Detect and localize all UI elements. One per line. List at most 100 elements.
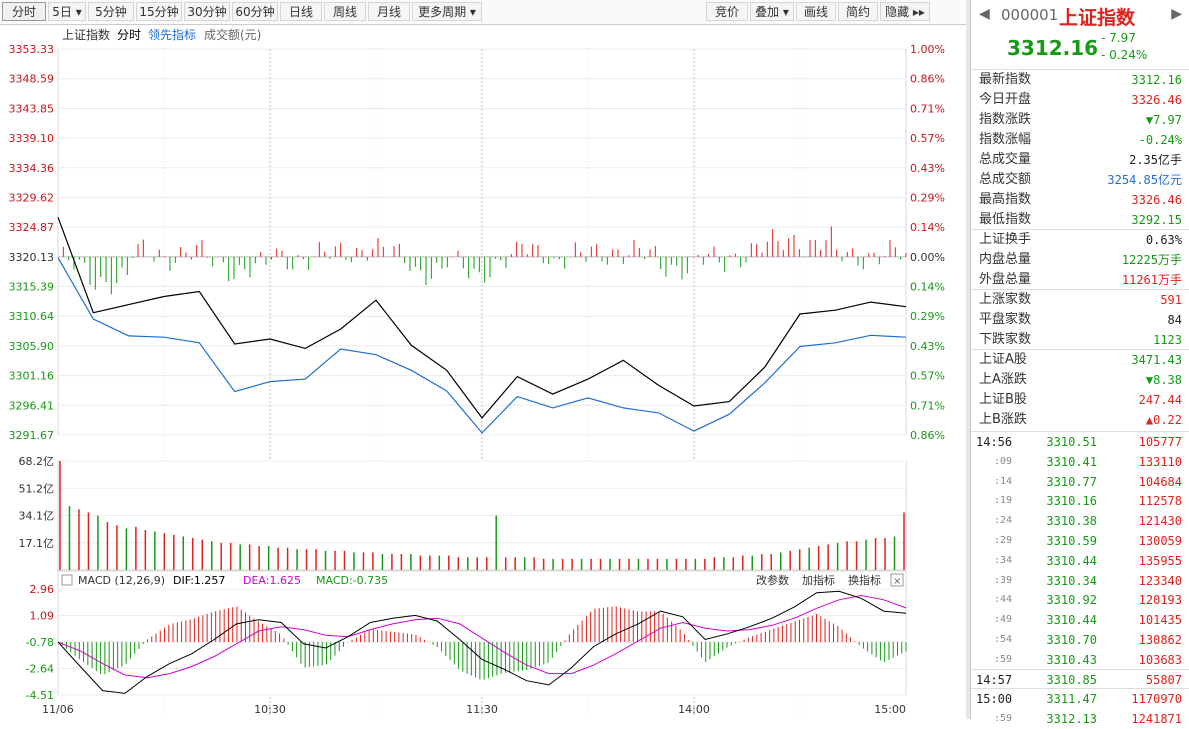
pct-axis-label: 0.86%: [910, 429, 945, 442]
stats-separator: [971, 431, 1189, 432]
prev-arrow-icon[interactable]: ◀: [979, 6, 990, 22]
period-btn-4[interactable]: 30分钟: [184, 2, 230, 21]
lead-indicator-line: [57, 257, 907, 434]
price-line: [57, 216, 907, 419]
tick-row: :39 3310.34 123340: [971, 571, 1189, 591]
stat-label: 内盘总量: [979, 252, 1032, 267]
dea-line: [57, 594, 907, 679]
stat-label: 上A涨跌: [979, 372, 1027, 387]
tool-btn-3[interactable]: 简约: [838, 2, 878, 21]
stat-value: 0.63%: [1145, 233, 1182, 247]
stat-value: 247.44: [1138, 393, 1182, 407]
period-btn-9[interactable]: 更多周期 ▾: [412, 2, 482, 21]
price-change: - 7.97: [1101, 31, 1136, 45]
panel-collapse-bar[interactable]: [966, 0, 970, 719]
period-btn-8[interactable]: 月线: [368, 2, 410, 21]
stat-row: 上证B股 247.44: [971, 390, 1189, 410]
stat-value: ▼8.38: [1145, 373, 1182, 387]
tick-time: :44: [993, 594, 1012, 606]
tick-volume: 133110: [1138, 454, 1182, 469]
pct-axis-label: 0.71%: [910, 102, 945, 115]
macd-axis-label: -2.64: [26, 663, 54, 676]
stat-row: 指数涨幅 -0.24%: [971, 130, 1189, 150]
stat-row: 内盘总量 12225万手: [971, 250, 1189, 270]
period-toolbar: 分时 5日 ▾ 5分钟 15分钟 30分钟 60分钟 日线 周线 月线 更多周期 ▾ 竞价 叠加 ▾ 画…: [0, 0, 966, 25]
tick-volume: 112578: [1138, 494, 1182, 509]
period-btn-2[interactable]: 5分钟: [88, 2, 134, 21]
tick-volume: 104684: [1138, 474, 1182, 489]
volume-axis-label: 51.2亿: [19, 482, 55, 495]
macd-close-icon: [890, 573, 904, 587]
stats-separator: [971, 349, 1189, 350]
tick-volume: 55807: [1145, 672, 1182, 687]
legend-lead: 领先指标: [148, 27, 196, 42]
tick-price: 3310.38: [1046, 514, 1097, 529]
stat-row: 最新指数 3312.16: [971, 70, 1189, 90]
macd-btn-swap: 换指标: [848, 573, 881, 587]
stat-row: 下跌家数 1123: [971, 330, 1189, 350]
macd-value: MACD:-0.735: [316, 574, 388, 587]
period-btn-5[interactable]: 60分钟: [232, 2, 278, 21]
pct-axis-label: 0.14%: [910, 281, 945, 294]
price-axis-label: 3296.41: [9, 399, 55, 412]
time-axis-label: 11/06: [42, 703, 74, 716]
price-axis-label: 3353.33: [9, 43, 55, 56]
tick-time: 14:57: [976, 672, 1013, 687]
stat-value: 3326.46: [1131, 193, 1182, 207]
tool-btn-2[interactable]: 画线: [796, 2, 836, 21]
quote-panel: ◀ 000001 上证指数 ▶ 3312.16 - 7.97 - 0.24% 最…: [970, 0, 1189, 726]
next-arrow-icon[interactable]: ▶: [1171, 6, 1182, 22]
pct-axis-label: 0.43%: [910, 162, 945, 175]
macd-close-icon-glyph: ×: [893, 576, 901, 587]
stat-label: 上涨家数: [979, 292, 1032, 307]
tick-row: :59 3312.13 1241871: [971, 709, 1189, 729]
stat-value: 1123: [1153, 333, 1182, 347]
price-axis-label: 3329.62: [9, 191, 55, 204]
dif-line: [57, 590, 907, 694]
tick-price: 3310.77: [1046, 474, 1097, 489]
pct-axis-label: 0.71%: [910, 399, 945, 412]
tick-row: 15:00 3311.47 1170970: [971, 689, 1189, 709]
tick-time: :09: [993, 455, 1012, 467]
tick-time: :49: [993, 614, 1012, 626]
period-btn-3[interactable]: 15分钟: [136, 2, 182, 21]
price-axis-label: 3310.64: [9, 310, 55, 323]
price-axis-label: 3343.85: [9, 102, 55, 115]
tool-btn-0[interactable]: 竞价: [706, 2, 748, 21]
stat-row: 平盘家数 84: [971, 310, 1189, 330]
period-btn-1[interactable]: 5日 ▾: [48, 2, 86, 21]
price-axis-label: 3301.16: [9, 370, 55, 383]
tick-time: :34: [993, 554, 1012, 566]
stat-value: ▼7.97: [1145, 113, 1182, 127]
period-btn-0[interactable]: 分时: [2, 2, 46, 21]
tick-price: 3311.47: [1046, 692, 1097, 707]
stat-label: 上证换手: [979, 232, 1032, 247]
tool-btn-1[interactable]: 叠加 ▾: [750, 2, 794, 21]
macd-panel-frame: [57, 570, 907, 696]
stat-row: 指数涨跌 ▼7.97: [971, 110, 1189, 130]
tick-row: :29 3310.59 130059: [971, 531, 1189, 551]
stat-value: 3312.16: [1131, 73, 1182, 87]
legend-amount: 成交额(元): [204, 27, 261, 42]
price-axis-label: 3348.59: [9, 73, 55, 86]
period-btn-7[interactable]: 周线: [324, 2, 366, 21]
stat-label: 上证A股: [979, 352, 1027, 367]
tick-row: :44 3310.92 120193: [971, 590, 1189, 610]
period-btn-6[interactable]: 日线: [280, 2, 322, 21]
tick-price: 3310.44: [1046, 553, 1097, 568]
stat-value: 3254.85亿元: [1107, 173, 1182, 187]
tool-btn-4[interactable]: 隐藏 ▸▸: [880, 2, 930, 21]
chart-area: 3353.33 1.00% 3348.59 0.86% 3343.85 0.71% 3339…: [9, 27, 945, 716]
price-axis-label: 3334.36: [9, 162, 55, 175]
tick-time: :59: [993, 713, 1012, 725]
volume-axis-label: 17.1亿: [19, 537, 55, 550]
time-axis-label: 10:30: [254, 703, 286, 716]
tick-price: 3310.34: [1046, 573, 1097, 588]
tick-time: :19: [993, 495, 1012, 507]
stat-value: 11261万手: [1121, 273, 1182, 287]
tick-volume: 121430: [1138, 514, 1182, 529]
stat-label: 上B涨跌: [979, 412, 1027, 427]
macd-axis-label: -0.78: [26, 636, 54, 649]
tick-row: :54 3310.70 130862: [971, 630, 1189, 650]
tick-volume: 123340: [1138, 573, 1182, 588]
